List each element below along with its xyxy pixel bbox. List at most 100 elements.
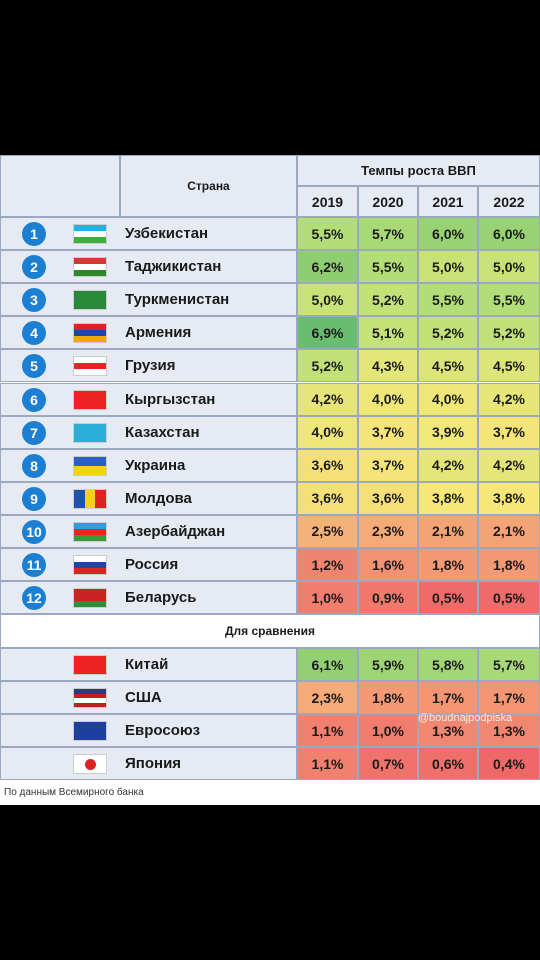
row-bg (0, 681, 297, 715)
growth-cell: 5,0% (418, 250, 478, 284)
rank-badge: 4 (22, 321, 46, 346)
growth-cell: 3,7% (358, 448, 418, 482)
growth-cell: 1,8% (418, 548, 478, 582)
flag-stripe (74, 465, 106, 475)
growth-cell: 4,0% (358, 382, 418, 416)
header-title: Темпы роста ВВП (297, 155, 540, 186)
growth-cell: 1,3% (478, 714, 540, 748)
rank-badge: 7 (22, 420, 46, 445)
growth-cell: 4,2% (297, 382, 358, 416)
rank-badge: 3 (22, 288, 46, 313)
rank-badge: 2 (22, 255, 46, 280)
growth-cell: 6,1% (297, 648, 358, 682)
growth-cell: 5,7% (358, 217, 418, 251)
row-bg (0, 382, 297, 416)
flag (73, 688, 107, 709)
row-bg (0, 581, 297, 615)
flag-stripe (74, 601, 106, 608)
growth-cell: 0,7% (358, 747, 418, 781)
flag-stripe (74, 258, 106, 265)
growth-cell: 0,4% (478, 747, 540, 781)
growth-cell: 2,5% (297, 514, 358, 548)
growth-cell: 1,8% (358, 681, 418, 715)
flag (73, 655, 107, 675)
growth-cell: 5,2% (358, 283, 418, 317)
flag-stripe (74, 369, 106, 376)
flag-stripe (74, 534, 106, 541)
flag-stripe (74, 225, 106, 231)
growth-cell: 3,7% (478, 415, 540, 449)
rank-badge: 12 (22, 586, 46, 611)
growth-cell: 1,0% (358, 714, 418, 748)
row-bg (0, 349, 297, 383)
growth-cell: 5,7% (478, 648, 540, 682)
flag (73, 488, 107, 509)
header-year: 2019 (297, 186, 358, 217)
growth-cell: 5,2% (418, 316, 478, 350)
growth-cell: 4,0% (418, 382, 478, 416)
growth-cell: 3,8% (418, 481, 478, 515)
growth-cell: 5,5% (418, 283, 478, 317)
growth-cell: 4,0% (297, 415, 358, 449)
header-year: 2020 (358, 186, 418, 217)
flag-stripe (74, 698, 106, 703)
growth-cell: 4,5% (418, 349, 478, 383)
flag (73, 257, 107, 278)
flag (73, 555, 107, 575)
flag (73, 754, 107, 775)
growth-cell: 0,5% (478, 581, 540, 615)
row-bg (0, 648, 297, 682)
row-bg (0, 283, 297, 317)
rank-badge: 1 (22, 222, 46, 246)
flag-stripe (84, 489, 96, 508)
growth-cell: 5,8% (418, 648, 478, 682)
flag-stripe (74, 689, 106, 694)
growth-cell: 0,6% (418, 747, 478, 781)
row-bg (0, 415, 297, 449)
flag-stripe (74, 270, 106, 277)
row-bg (0, 747, 297, 781)
country-name: Россия (125, 556, 179, 574)
country-name: Беларусь (125, 589, 197, 607)
flag-stripe (74, 324, 106, 331)
header-year: 2022 (478, 186, 540, 217)
growth-cell: 1,7% (418, 681, 478, 715)
rank-badge: 10 (22, 519, 46, 544)
section-title: Для сравнения (0, 614, 540, 648)
source: По данным Всемирного банка (0, 780, 540, 805)
country-name: Украина (125, 456, 186, 474)
flag-stripe (74, 722, 106, 741)
growth-cell: 5,1% (358, 316, 418, 350)
flag-stripe (74, 702, 106, 708)
country-name: США (125, 689, 162, 707)
flag-stripe (74, 556, 106, 562)
flag (73, 389, 107, 410)
flag (73, 521, 107, 542)
growth-cell: 3,6% (358, 481, 418, 515)
flag-stripe (74, 336, 106, 343)
header-country: Страна (120, 155, 297, 217)
growth-cell: 1,3% (418, 714, 478, 748)
flag-stripe (74, 589, 106, 596)
country-name: Армения (125, 324, 192, 342)
rank-badge: 6 (22, 387, 46, 412)
growth-cell: 4,2% (478, 382, 540, 416)
flag-stripe (74, 291, 106, 310)
country-name: Евросоюз (125, 722, 201, 740)
country-name: Молдова (125, 489, 192, 507)
growth-cell: 6,2% (297, 250, 358, 284)
flag-stripe (74, 264, 106, 271)
country-name: Грузия (125, 357, 176, 375)
flag-stripe (74, 656, 106, 674)
flag-stripe (74, 522, 106, 529)
growth-cell: 5,9% (358, 648, 418, 682)
growth-cell: 5,5% (297, 217, 358, 251)
flag (73, 290, 107, 311)
flag-stripe (74, 595, 106, 602)
row-bg (0, 217, 297, 251)
growth-cell: 1,1% (297, 714, 358, 748)
growth-cell: 1,6% (358, 548, 418, 582)
growth-cell: 3,6% (297, 481, 358, 515)
growth-cell: 5,5% (478, 283, 540, 317)
